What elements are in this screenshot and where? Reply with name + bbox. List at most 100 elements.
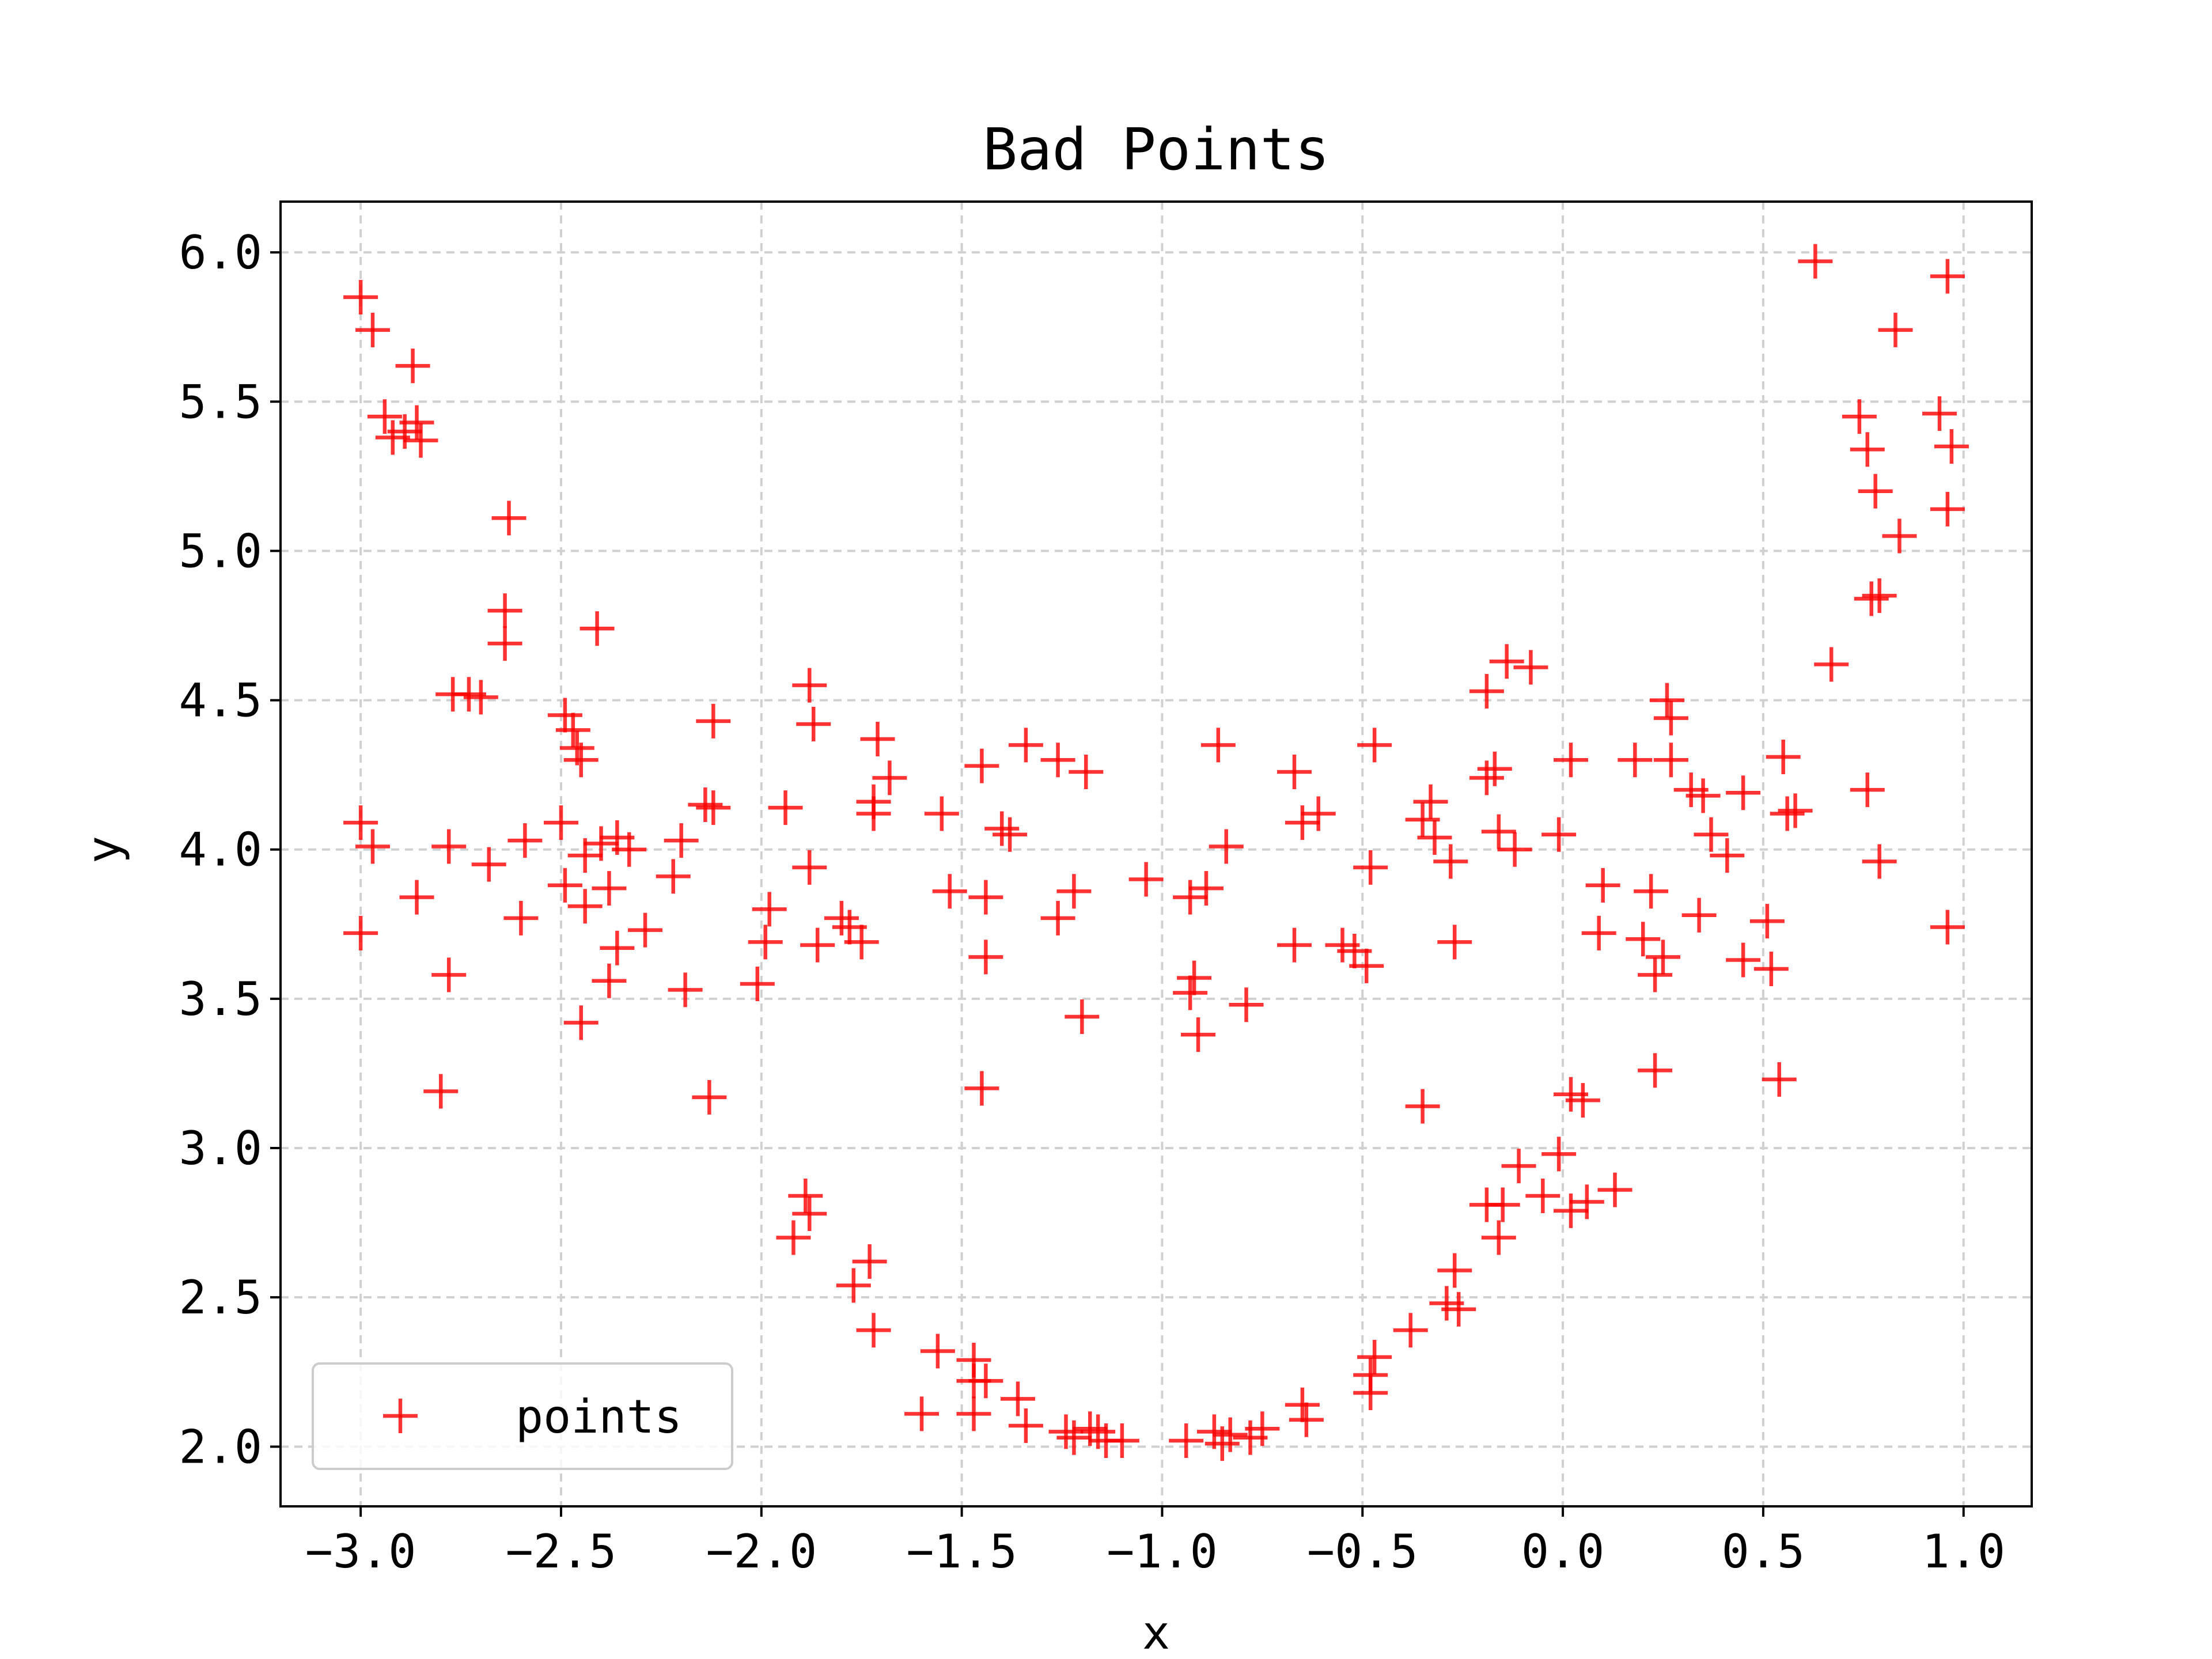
- data-point: [692, 1080, 727, 1115]
- data-point: [555, 713, 590, 748]
- data-point: [423, 1074, 459, 1109]
- data-point: [1417, 820, 1452, 855]
- data-point: [1766, 740, 1801, 775]
- data-point: [1749, 904, 1785, 939]
- data-point: [463, 680, 498, 715]
- data-point: [1646, 940, 1680, 975]
- data-point: [431, 829, 467, 864]
- data-point: [403, 423, 438, 458]
- data-point: [1277, 927, 1312, 963]
- data-point: [792, 1196, 827, 1232]
- data-point: [1681, 897, 1717, 933]
- data-point: [343, 279, 378, 315]
- x-tick-label: 0.5: [1722, 1525, 1805, 1578]
- data-point: [1541, 1137, 1577, 1172]
- legend-label-points: points: [516, 1390, 682, 1444]
- data-point: [1497, 832, 1532, 867]
- data-point: [740, 966, 775, 1001]
- data-point: [355, 829, 390, 864]
- data-point: [1353, 1376, 1388, 1411]
- data-point: [1205, 1426, 1240, 1461]
- data-point: [1040, 743, 1075, 778]
- data-point: [1056, 874, 1092, 909]
- data-point: [503, 900, 539, 935]
- plot-frame: [279, 200, 2033, 1508]
- data-point: [1229, 987, 1264, 1022]
- data-point: [563, 743, 599, 778]
- y-tick-label: 3.5: [179, 972, 263, 1026]
- data-point: [788, 1178, 823, 1213]
- data-point: [904, 1396, 940, 1431]
- data-point: [1469, 760, 1504, 796]
- data-point: [612, 832, 647, 867]
- data-point: [1048, 1414, 1084, 1449]
- data-point: [1862, 844, 1897, 879]
- data-point: [1626, 922, 1661, 957]
- data-point: [1513, 650, 1548, 685]
- data-point: [343, 805, 378, 840]
- data-point: [1618, 743, 1653, 778]
- data-point: [1726, 942, 1761, 978]
- data-point: [1437, 925, 1472, 960]
- data-point: [1753, 952, 1789, 987]
- data-point: [1173, 880, 1208, 915]
- data-point: [584, 826, 619, 861]
- data-points: [343, 244, 1969, 1461]
- y-axis-label: y: [77, 836, 131, 863]
- data-point: [1008, 1408, 1043, 1444]
- data-point: [1554, 743, 1588, 778]
- data-point: [1289, 1402, 1324, 1437]
- data-point: [668, 972, 703, 1007]
- data-point: [563, 1005, 599, 1040]
- data-point: [1634, 874, 1669, 909]
- data-point: [431, 957, 467, 993]
- data-point: [696, 703, 731, 738]
- data-point: [1569, 1184, 1604, 1219]
- data-point: [1653, 700, 1688, 736]
- data-point: [592, 871, 627, 906]
- data-point: [592, 963, 627, 998]
- x-tick-label: −2.5: [506, 1525, 617, 1578]
- data-point: [1585, 868, 1620, 903]
- x-axis-ticks: −3.0 −2.5 −2.0 −1.5 −1.0 −0.5 0.0 0.5 1.0: [305, 1506, 2005, 1578]
- y-tick-label: 2.0: [179, 1420, 263, 1474]
- data-point: [1694, 817, 1729, 852]
- x-tick-label: −1.0: [1107, 1525, 1218, 1578]
- data-point: [1393, 1313, 1428, 1348]
- data-point: [1285, 1387, 1320, 1422]
- data-point: [1842, 399, 1877, 434]
- data-point: [1301, 796, 1336, 831]
- data-point: [688, 787, 723, 822]
- data-point: [1173, 975, 1208, 1010]
- data-point: [1489, 644, 1524, 679]
- data-point: [547, 868, 582, 903]
- data-point: [792, 850, 827, 885]
- data-point: [748, 925, 783, 960]
- data-point: [872, 760, 907, 796]
- data-point: [1433, 844, 1468, 879]
- data-point: [776, 1220, 811, 1255]
- data-point: [856, 1313, 891, 1348]
- data-point: [696, 790, 731, 825]
- data-point: [1934, 429, 1969, 464]
- data-point: [1501, 1149, 1536, 1184]
- data-point: [367, 399, 402, 434]
- x-tick-label: 0.0: [1521, 1525, 1605, 1578]
- data-point: [1481, 1220, 1516, 1255]
- data-point: [1481, 814, 1516, 849]
- y-axis-ticks: 2.0 2.5 3.0 3.5 4.0 4.5 5.0 5.5 6.0: [179, 226, 281, 1474]
- data-point: [1930, 910, 1965, 945]
- data-point: [628, 912, 663, 948]
- data-point: [1405, 1089, 1440, 1124]
- data-point: [656, 859, 691, 894]
- data-point: [860, 721, 895, 756]
- data-point: [792, 668, 827, 703]
- data-point: [1554, 1193, 1588, 1228]
- data-point: [355, 312, 390, 347]
- data-point: [1525, 1178, 1560, 1213]
- data-point: [1357, 728, 1392, 763]
- data-point: [1437, 1253, 1472, 1288]
- y-tick-label: 6.0: [179, 226, 263, 279]
- data-point: [1177, 960, 1212, 995]
